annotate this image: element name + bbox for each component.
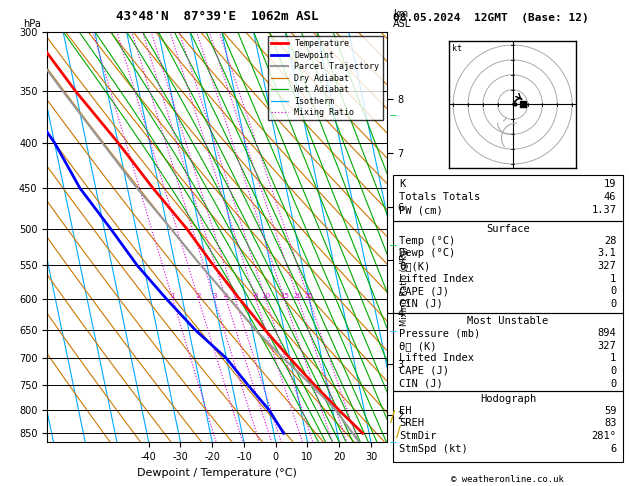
Text: 3.1: 3.1	[598, 248, 616, 259]
Legend: Temperature, Dewpoint, Parcel Trajectory, Dry Adiabat, Wet Adiabat, Isotherm, Mi: Temperature, Dewpoint, Parcel Trajectory…	[268, 36, 382, 121]
Text: 46: 46	[604, 192, 616, 202]
Text: 10: 10	[261, 293, 270, 299]
Text: CAPE (J): CAPE (J)	[399, 286, 449, 296]
Text: km
ASL: km ASL	[393, 9, 411, 29]
Text: 4: 4	[224, 293, 228, 299]
Text: 2: 2	[196, 293, 201, 299]
Text: EH: EH	[399, 406, 412, 416]
Text: Pressure (mb): Pressure (mb)	[399, 328, 481, 338]
Text: 6: 6	[610, 444, 616, 454]
Text: θᴇ(K): θᴇ(K)	[399, 261, 431, 271]
Text: 0: 0	[610, 366, 616, 376]
Text: K: K	[399, 179, 406, 189]
Text: CIN (J): CIN (J)	[399, 379, 443, 389]
Text: 1: 1	[610, 353, 616, 364]
Text: 327: 327	[598, 261, 616, 271]
Text: CIN (J): CIN (J)	[399, 299, 443, 309]
Text: 19: 19	[604, 179, 616, 189]
Text: StmDir: StmDir	[399, 431, 437, 441]
Text: 59: 59	[604, 406, 616, 416]
Text: —: —	[390, 240, 397, 250]
Text: 281°: 281°	[591, 431, 616, 441]
Text: 15: 15	[280, 293, 289, 299]
Text: θᴇ (K): θᴇ (K)	[399, 341, 437, 351]
Text: 25: 25	[304, 293, 313, 299]
Text: /: /	[390, 411, 395, 425]
Text: Lifted Index: Lifted Index	[399, 274, 474, 284]
Text: PW (cm): PW (cm)	[399, 205, 443, 215]
Text: 1.37: 1.37	[591, 205, 616, 215]
Text: Temp (°C): Temp (°C)	[399, 236, 455, 246]
Text: 1: 1	[610, 274, 616, 284]
Text: 08.05.2024  12GMT  (Base: 12): 08.05.2024 12GMT (Base: 12)	[393, 13, 589, 23]
Text: —: —	[390, 437, 397, 447]
Text: 5: 5	[233, 293, 237, 299]
Text: 83: 83	[604, 418, 616, 429]
Text: 0: 0	[610, 379, 616, 389]
Text: Dewp (°C): Dewp (°C)	[399, 248, 455, 259]
Text: hPa: hPa	[23, 19, 41, 29]
Text: /: /	[396, 425, 401, 440]
Text: 327: 327	[598, 341, 616, 351]
Text: 0: 0	[610, 299, 616, 309]
Text: —: —	[390, 110, 397, 121]
Text: 28: 28	[604, 236, 616, 246]
Text: StmSpd (kt): StmSpd (kt)	[399, 444, 468, 454]
Text: Most Unstable: Most Unstable	[467, 316, 548, 326]
Text: Surface: Surface	[486, 224, 530, 234]
Text: 3: 3	[212, 293, 216, 299]
Text: 20: 20	[294, 293, 303, 299]
Text: Lifted Index: Lifted Index	[399, 353, 474, 364]
Text: 8: 8	[253, 293, 258, 299]
Text: 1: 1	[170, 293, 175, 299]
Text: 0: 0	[610, 286, 616, 296]
Text: CAPE (J): CAPE (J)	[399, 366, 449, 376]
X-axis label: Dewpoint / Temperature (°C): Dewpoint / Temperature (°C)	[137, 468, 297, 478]
Text: —: —	[390, 326, 397, 336]
Text: SREH: SREH	[399, 418, 425, 429]
Text: 43°48'N  87°39'E  1062m ASL: 43°48'N 87°39'E 1062m ASL	[116, 10, 318, 23]
Text: Hodograph: Hodograph	[480, 394, 536, 404]
Text: Totals Totals: Totals Totals	[399, 192, 481, 202]
Text: Mixing Ratio (g/kg): Mixing Ratio (g/kg)	[401, 246, 409, 326]
Text: 894: 894	[598, 328, 616, 338]
Text: kt: kt	[452, 44, 462, 52]
Text: © weatheronline.co.uk: © weatheronline.co.uk	[452, 474, 564, 484]
